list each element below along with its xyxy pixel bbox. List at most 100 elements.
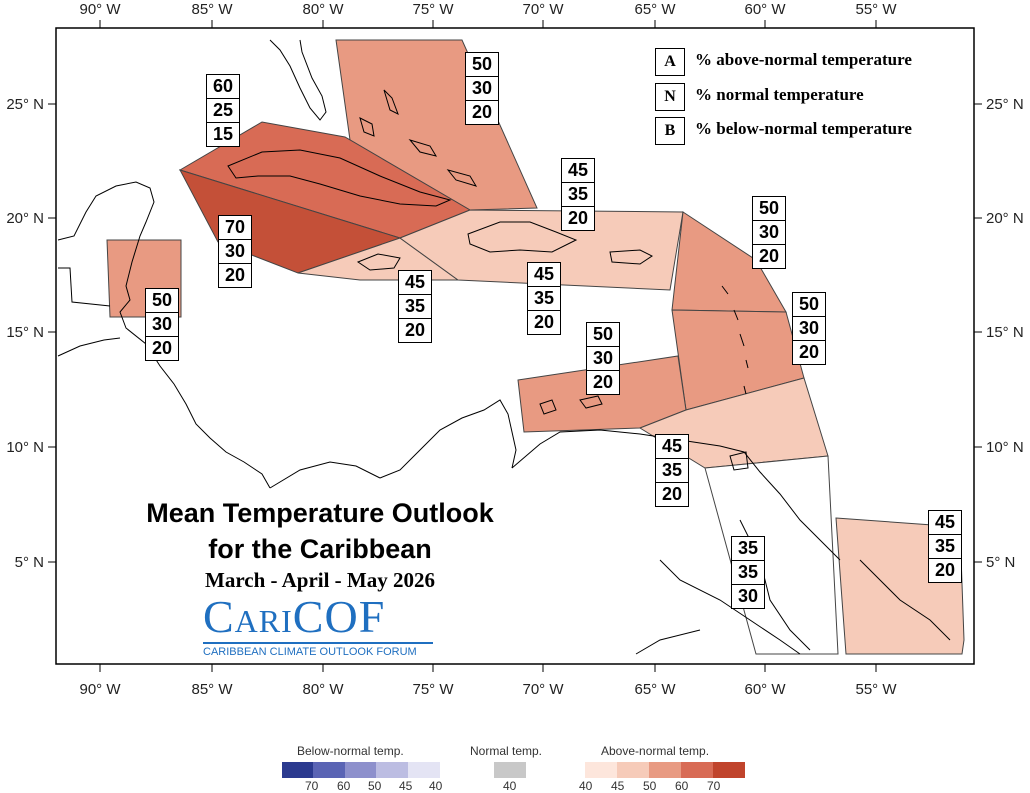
colorbar-label: 45 — [399, 779, 413, 793]
top-longitude-labels: 90° W 85° W 80° W 75° W 70° W 65° W 60° … — [79, 1, 897, 18]
map-title-line1: Mean Temperature Outlook — [146, 498, 494, 528]
prob-box-northern-cuba: 60 25 15 — [206, 74, 240, 147]
above-normal-colorbar — [585, 762, 745, 778]
above-value: 50 — [798, 294, 820, 314]
above-value: 45 — [661, 436, 683, 456]
above-normal-legend-title: Above-normal temp. — [601, 744, 710, 758]
prob-box-abc: 50 30 20 — [586, 322, 620, 395]
above-value: 45 — [934, 512, 956, 532]
lat-label: 20° N — [986, 210, 1024, 227]
prob-box-belize: 50 30 20 — [145, 288, 179, 361]
below-value: 20 — [753, 244, 785, 268]
swatch — [282, 762, 313, 778]
key-letter: N — [655, 83, 685, 111]
prob-box-windward: 50 30 20 — [792, 292, 826, 365]
key-letter: A — [655, 48, 685, 76]
lat-label: 25° N — [986, 96, 1024, 113]
above-value: 50 — [471, 54, 493, 74]
lon-label: 80° W — [302, 681, 344, 698]
lon-label: 85° W — [191, 681, 233, 698]
colorbar-label: 40 — [579, 779, 593, 793]
swatch — [585, 762, 617, 778]
prob-box-bahamas: 50 30 20 — [465, 52, 499, 125]
above-value: 50 — [151, 290, 173, 310]
normal-value: 35 — [656, 458, 688, 482]
forecast-period: March - April - May 2026 — [205, 568, 435, 592]
prob-box-southern-cuba: 70 30 20 — [218, 215, 252, 288]
prob-box-suriname: 45 35 20 — [928, 510, 962, 583]
normal-value: 30 — [793, 316, 825, 340]
lon-label: 70° W — [522, 681, 564, 698]
colorbar-label: 60 — [337, 779, 351, 793]
map-title-line2: for the Caribbean — [208, 534, 432, 564]
normal-value: 30 — [146, 312, 178, 336]
below-value: 15 — [207, 122, 239, 146]
colorbar-label: 50 — [368, 779, 382, 793]
above-value: 70 — [224, 217, 246, 237]
below-value: 20 — [793, 340, 825, 364]
above-value: 60 — [212, 76, 234, 96]
swatch — [376, 762, 408, 778]
below-value: 20 — [219, 263, 251, 287]
below-value: 20 — [146, 336, 178, 360]
key-description: % below-normal temperature — [695, 119, 912, 138]
colorbar-label: 60 — [675, 779, 689, 793]
above-value: 45 — [404, 272, 426, 292]
normal-value: 35 — [528, 286, 560, 310]
normal-value: 30 — [219, 239, 251, 263]
above-value: 35 — [737, 538, 759, 558]
below-value: 20 — [466, 100, 498, 124]
key-description: % above-normal temperature — [695, 50, 912, 69]
above-value: 45 — [567, 160, 589, 180]
below-value: 20 — [587, 370, 619, 394]
normal-value: 35 — [399, 294, 431, 318]
lon-label: 90° W — [79, 1, 121, 18]
logo-tagline: CARIBBEAN CLIMATE OUTLOOK FORUM — [203, 642, 433, 658]
colorbar-label: 50 — [643, 779, 657, 793]
lon-label: 55° W — [855, 681, 897, 698]
normal-legend-title: Normal temp. — [470, 744, 543, 758]
colorbar-label: 70 — [707, 779, 721, 793]
lat-label: 20° N — [6, 210, 44, 227]
lon-label: 75° W — [412, 681, 454, 698]
coastlines — [57, 39, 951, 655]
normal-value: 30 — [587, 346, 619, 370]
swatch — [408, 762, 440, 778]
swatch — [313, 762, 345, 778]
key-row-normal: N % normal temperature — [655, 83, 965, 111]
swatch — [617, 762, 649, 778]
latitude-ticks — [48, 103, 982, 563]
below-value: 20 — [929, 558, 961, 582]
normal-value: 25 — [207, 98, 239, 122]
prob-box-hispaniola: 45 35 20 — [527, 262, 561, 335]
right-latitude-labels: 25° N 20° N 15° N 10° N 5° N — [986, 96, 1024, 571]
below-value: 20 — [562, 206, 594, 230]
lat-label: 15° N — [6, 324, 44, 341]
lon-label: 70° W — [522, 1, 564, 18]
logo-wordmark: CariCOF — [203, 591, 386, 642]
lat-label: 5° N — [15, 554, 44, 571]
normal-colorbar — [494, 762, 526, 778]
lon-label: 80° W — [302, 1, 344, 18]
normal-value: 35 — [732, 560, 764, 584]
caricof-logo: CariCOF CARIBBEAN CLIMATE OUTLOOK FORUM — [203, 594, 433, 658]
below-value: 30 — [732, 584, 764, 608]
lon-label: 85° W — [191, 1, 233, 18]
longitude-ticks — [99, 20, 877, 672]
left-latitude-labels: 25° N 20° N 15° N 10° N 5° N — [6, 96, 44, 571]
colorbar-label: 70 — [305, 779, 319, 793]
normal-value: 30 — [753, 220, 785, 244]
swatch — [494, 762, 526, 778]
prob-box-guyana: 35 35 30 — [731, 536, 765, 609]
lat-label: 15° N — [986, 324, 1024, 341]
lon-label: 60° W — [744, 1, 786, 18]
swatch — [681, 762, 713, 778]
bottom-longitude-labels: 90° W 85° W 80° W 75° W 70° W 65° W 60° … — [79, 681, 897, 698]
zone-hispaniola — [398, 209, 684, 291]
lon-label: 75° W — [412, 1, 454, 18]
prob-box-jamaica: 45 35 20 — [398, 270, 432, 343]
normal-value: 35 — [929, 534, 961, 558]
below-normal-colorbar — [282, 762, 440, 778]
lon-label: 55° W — [855, 1, 897, 18]
below-normal-legend-title: Below-normal temp. — [297, 744, 404, 758]
